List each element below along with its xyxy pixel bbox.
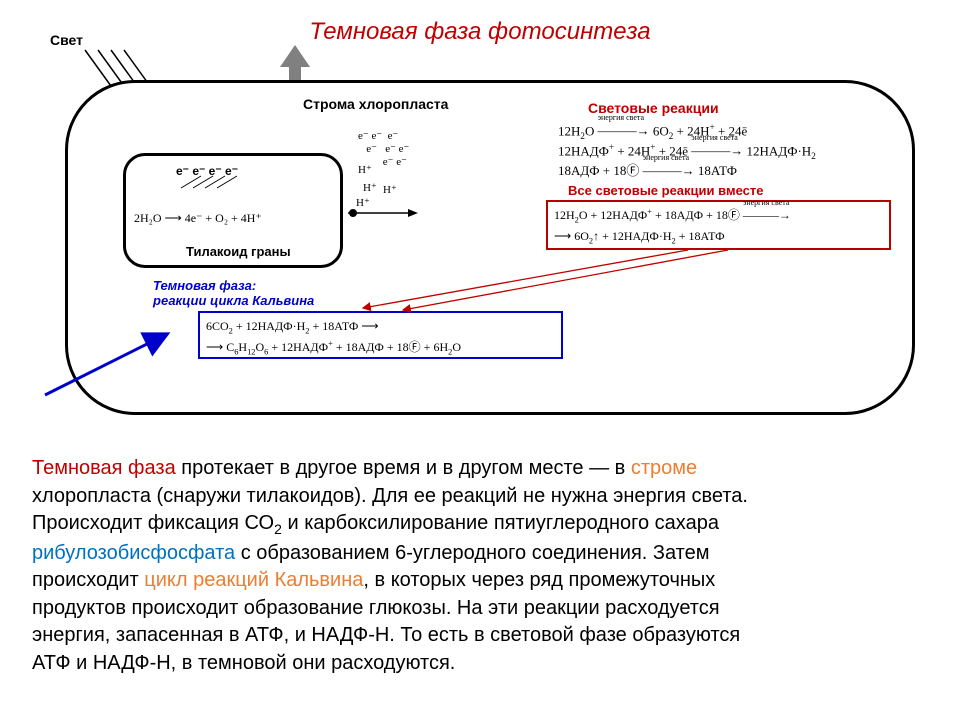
dark-phase-label: Темновая фаза: реакции цикла Кальвина <box>153 278 314 308</box>
p2: хлоропласта (снаружи тилакоидов). Для ее… <box>32 485 748 507</box>
paragraph: Темновая фаза протекает в другое время и… <box>32 455 932 677</box>
all-light-title: Все световые реакции вместе <box>568 183 763 198</box>
svet-label: Свет <box>50 32 83 48</box>
p7: энергия, запасенная в АТФ, и НАДФ-Н. То … <box>32 624 740 646</box>
p3c: и карбоксилирование пятиуглеродного саха… <box>282 512 719 534</box>
redbox-line1: 12H2O + 12НАДФ+ + 18АДФ + 18Ⓕ энергия св… <box>554 206 883 227</box>
redbox-line2: ⟶ 6O2↑ + 12НАДФ·H2 + 18АТФ <box>554 227 883 248</box>
diagram: Свет Строма хлоропласта e⁻ e⁻ e⁻ e⁻ 2H₂O… <box>20 50 940 430</box>
hplus-2: H⁺ <box>363 181 377 194</box>
p1b: протекает в другое время и в другом мест… <box>176 457 631 479</box>
hplus-4: H⁺ <box>383 183 397 196</box>
summary-light-box: 12H2O + 12НАДФ+ + 18АДФ + 18Ⓕ энергия св… <box>546 200 891 250</box>
p-dark-phase: Темновая фаза <box>32 457 176 479</box>
p3a: Происходит фиксация СО <box>32 512 274 534</box>
title-text: Темновая фаза фотосинтеза <box>309 18 650 45</box>
blue-input-arrow <box>40 325 190 405</box>
electron-arrows-inner <box>176 174 276 192</box>
p8: АТФ и НАДФ-Н, в темновой они расходуются… <box>32 652 455 674</box>
p5c: , в которых через ряд промежуточных <box>363 569 715 591</box>
red-connector-arrows <box>348 248 748 318</box>
bluebox-line2: ⟶ C6H12O6 + 12НАДФ+ + 18АДФ + 18Ⓕ + 6H2O <box>206 338 555 359</box>
thylakoid-label: Тилакоид граны <box>186 244 291 259</box>
p-calvin: цикл реакций Кальвина <box>144 569 363 591</box>
p4b: с образованием 6-углеродного соединения.… <box>235 542 709 564</box>
p-stroma: строме <box>631 457 697 479</box>
p-ribulose: рибулозобисфосфата <box>32 542 235 564</box>
thylakoid-reaction: 2H₂O ⟶ 4e⁻ + O₂ + 4H⁺ <box>134 211 262 226</box>
calvin-box: 6CO2 + 12НАДФ·H2 + 18АТФ ⟶ ⟶ C6H12O6 + 1… <box>198 311 563 359</box>
equation-3: 18АДФ + 18Ⓕ энергия света———→ 18АТФ <box>558 161 737 181</box>
bluebox-line1: 6CO2 + 12НАДФ·H2 + 18АТФ ⟶ <box>206 317 555 338</box>
p6: продуктов происходит образование глюкозы… <box>32 597 720 619</box>
chloroplast: Строма хлоропласта e⁻ e⁻ e⁻ e⁻ 2H₂O ⟶ 4e… <box>65 80 915 415</box>
hplus-1: H⁺ <box>358 163 372 176</box>
dark-phase-l1: Темновая фаза: <box>153 278 314 293</box>
p5a: происходит <box>32 569 144 591</box>
thy-out-arrow <box>348 203 428 223</box>
dark-phase-l2: реакции цикла Кальвина <box>153 293 314 308</box>
slide-title: Темновая фаза фотосинтеза <box>0 18 960 46</box>
thylakoid: e⁻ e⁻ e⁻ e⁻ 2H₂O ⟶ 4e⁻ + O₂ + 4H⁺ Тилако… <box>123 153 343 268</box>
stroma-label: Строма хлоропласта <box>303 96 448 112</box>
p3b: 2 <box>274 521 282 537</box>
